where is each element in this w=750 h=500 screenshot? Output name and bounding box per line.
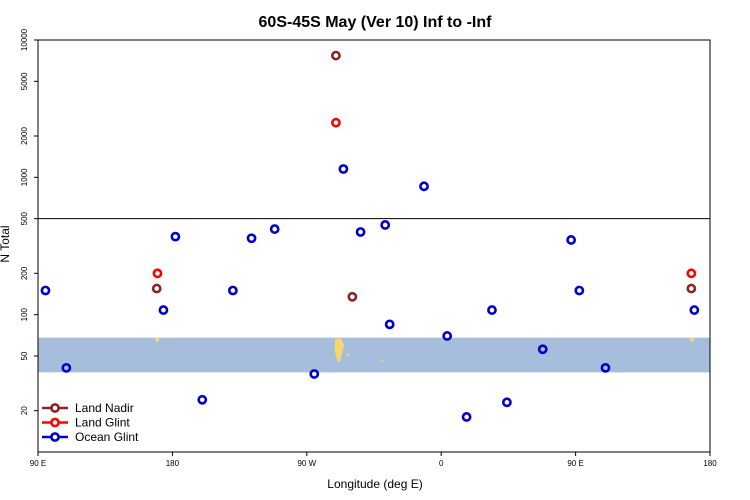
legend-label: Land Glint [75, 416, 130, 430]
plot-area: 90 E 180 90 W 0 90 E 180 20 50 100 200 500 1000 2000… [20, 28, 717, 468]
data-point [331, 117, 341, 128]
data-point [158, 305, 169, 315]
legend-label: Ocean Glint [75, 430, 139, 444]
chart-title: 60S-45S May (Ver 10) Inf to -Inf [259, 14, 493, 31]
south-america-land [334, 338, 345, 363]
data-point [170, 231, 181, 242]
data-point [61, 362, 72, 373]
data-point [338, 164, 349, 174]
data-point [384, 319, 395, 330]
y-tick-label: 1000 [20, 168, 29, 186]
data-point [246, 233, 257, 244]
y-tick-label: 2000 [20, 127, 29, 145]
y-tick-label: 200 [20, 266, 29, 280]
data-point [151, 283, 162, 294]
y-tick-label: 10000 [20, 28, 29, 51]
data-point [487, 305, 497, 315]
series-land-glint [152, 117, 697, 279]
x-tick-label: 90 W [297, 459, 316, 468]
south-georgia-land [381, 359, 384, 362]
data-point [600, 362, 611, 373]
data-point [380, 220, 391, 230]
legend-marker [50, 417, 60, 428]
data-point [269, 224, 280, 234]
y-tick-label: 20 [20, 406, 29, 415]
legend-marker [50, 432, 60, 442]
data-point [227, 285, 238, 296]
y-tick-label: 5000 [20, 72, 29, 90]
data-point [152, 268, 163, 279]
x-axis-label: Longitude (deg E) [327, 477, 422, 491]
data-point [566, 235, 577, 245]
y-tick-label: 50 [20, 351, 29, 360]
plot-frame [37, 39, 711, 453]
series-land-nadir [151, 50, 697, 302]
data-point [574, 285, 585, 296]
x-tick-label: 90 E [30, 459, 46, 468]
x-tick-label: 90 E [567, 459, 583, 468]
data-point [502, 397, 512, 408]
data-point [419, 181, 429, 192]
legend-marker [50, 403, 60, 413]
falkland-land [346, 353, 350, 356]
new-zealand-land-right [689, 337, 694, 342]
data-point [686, 283, 697, 294]
y-axis-label: N Total [0, 225, 12, 262]
data-point [309, 369, 320, 379]
data-point [197, 394, 208, 405]
series-ocean-glint [40, 164, 700, 422]
legend-label: Land Nadir [75, 401, 134, 415]
data-point [689, 305, 700, 315]
data-point [461, 412, 472, 422]
data-point [40, 285, 51, 296]
data-point [686, 268, 697, 279]
new-zealand-land [155, 337, 160, 342]
y-tick-label: 100 [20, 307, 29, 321]
x-tick-label: 0 [439, 459, 444, 468]
data-point [347, 291, 358, 302]
data-point [331, 50, 341, 61]
x-tick-label: 180 [703, 459, 717, 468]
x-tick-label: 180 [166, 459, 180, 468]
data-point [537, 344, 548, 355]
data-point [442, 331, 453, 341]
data-point [355, 227, 366, 237]
y-tick-label: 500 [20, 211, 29, 225]
shaded-band [38, 337, 710, 373]
